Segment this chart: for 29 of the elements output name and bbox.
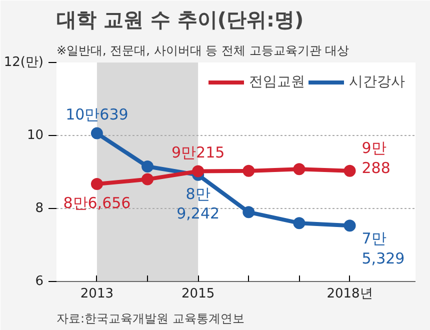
x-tick-label: 2015: [182, 286, 215, 302]
point: [242, 164, 255, 177]
point: [293, 217, 306, 230]
x-tick-label: 2018년: [326, 286, 373, 302]
point: [142, 160, 154, 173]
point: [90, 178, 103, 190]
legend-label: 전임교원: [249, 73, 305, 91]
point: [344, 220, 356, 232]
annotation: 10만639: [66, 105, 128, 124]
annotation: 9만 288: [362, 139, 390, 177]
chart-subtitle: ※일반대, 전문대, 사이버대 등 전체 고등교육기관 대상: [56, 44, 350, 58]
y-tick-label: 12(만): [4, 55, 44, 70]
chart-title: 대학 교원 수 추이(단위:명): [56, 8, 304, 32]
annotation: 9만215: [171, 143, 225, 162]
y-tick-label: 10: [26, 128, 44, 143]
text: 자료:한국교육개발원 교육통계연보: [56, 312, 244, 326]
annotation: 8만 9,242: [176, 184, 220, 223]
y-tick-label: 8: [35, 201, 44, 216]
point: [90, 127, 103, 140]
legend-label: 시간강사: [349, 73, 405, 91]
point: [242, 206, 255, 218]
point: [192, 165, 204, 178]
point: [293, 163, 306, 176]
point: [344, 164, 356, 177]
point: [142, 173, 154, 186]
y-tick-label: 6: [35, 274, 44, 289]
annotation: 8만6,656: [63, 194, 131, 212]
x-tick-label: 2013: [80, 286, 114, 302]
annotation: 7만 5,329: [362, 230, 405, 268]
